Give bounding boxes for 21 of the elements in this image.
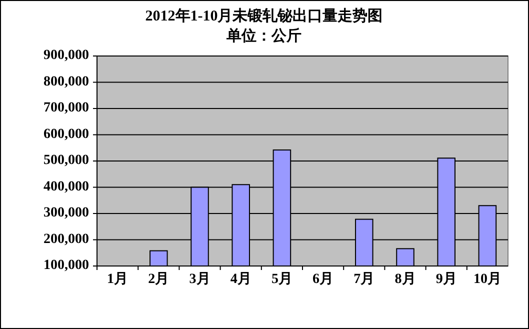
y-tick-label: 400,000 <box>44 179 89 194</box>
y-tick-label: 300,000 <box>44 206 89 221</box>
x-tick-label: 9月 <box>436 272 457 288</box>
x-tick-label: 1月 <box>107 272 128 288</box>
y-tick-label: 900,000 <box>44 48 89 64</box>
x-tick-label: 6月 <box>312 272 334 288</box>
y-tick-label: 700,000 <box>44 100 89 116</box>
x-tick-label: 3月 <box>189 272 210 288</box>
x-tick-label: 2月 <box>148 272 170 288</box>
y-tick-label: 500,000 <box>44 153 89 168</box>
x-tick-label: 10月 <box>473 272 502 288</box>
x-tick-label: 7月 <box>354 272 375 288</box>
y-tick-label: 100,000 <box>44 258 89 274</box>
y-tick-label: 600,000 <box>44 126 89 142</box>
x-tick-label: 4月 <box>230 272 252 288</box>
chart-subtitle: 单位：公斤 <box>226 27 302 44</box>
chart-title: 2012年1-10月未锻轧铋出口量走势图 <box>145 7 383 24</box>
y-tick-label: 800,000 <box>44 74 89 90</box>
x-tick-label: 8月 <box>394 272 416 288</box>
x-tick-label: 5月 <box>271 272 292 288</box>
y-tick-label: 200,000 <box>44 232 89 247</box>
